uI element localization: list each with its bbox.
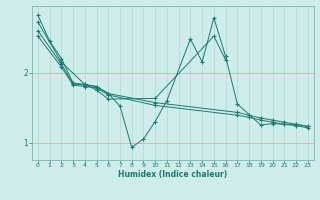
- X-axis label: Humidex (Indice chaleur): Humidex (Indice chaleur): [118, 170, 228, 179]
